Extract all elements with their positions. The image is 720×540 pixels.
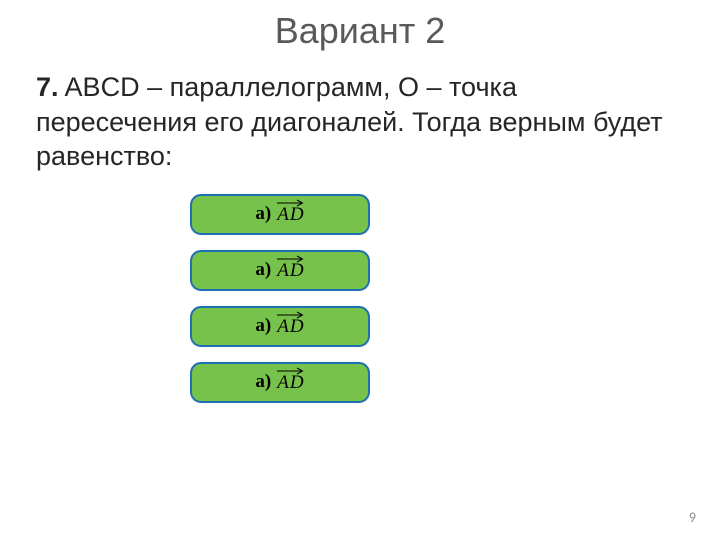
option-a-2[interactable]: а) AD bbox=[190, 250, 370, 291]
vector-ad: AD bbox=[277, 258, 304, 282]
vector-text: AD bbox=[277, 260, 304, 282]
options-list: а) AD а) AD а) bbox=[0, 194, 720, 403]
option-label: а) bbox=[255, 371, 271, 393]
vector-ad: AD bbox=[277, 314, 304, 338]
option-label: а) bbox=[255, 315, 271, 337]
vector-text: AD bbox=[277, 204, 304, 226]
option-content: а) AD bbox=[255, 314, 304, 338]
option-a-1[interactable]: а) AD bbox=[190, 194, 370, 235]
vector-arrow-icon bbox=[277, 199, 304, 207]
vector-arrow-icon bbox=[277, 367, 304, 375]
option-a-4[interactable]: а) AD bbox=[190, 362, 370, 403]
vector-text: AD bbox=[277, 372, 304, 394]
vector-arrow-icon bbox=[277, 255, 304, 263]
option-content: а) AD bbox=[255, 370, 304, 394]
question-text: 7. ABCD – параллелограмм, O – точка пере… bbox=[0, 52, 720, 174]
vector-ad: AD bbox=[277, 202, 304, 226]
question-number: 7. bbox=[36, 72, 59, 102]
option-label: а) bbox=[255, 259, 271, 281]
option-a-3[interactable]: а) AD bbox=[190, 306, 370, 347]
option-content: а) AD bbox=[255, 258, 304, 282]
question-body: ABCD – параллелограмм, O – точка пересеч… bbox=[36, 72, 663, 171]
vector-ad: AD bbox=[277, 370, 304, 394]
option-label: а) bbox=[255, 203, 271, 225]
page-title: Вариант 2 bbox=[0, 0, 720, 52]
option-content: а) AD bbox=[255, 202, 304, 226]
vector-arrow-icon bbox=[277, 311, 304, 319]
page-number: 9 bbox=[689, 509, 696, 526]
vector-text: AD bbox=[277, 316, 304, 338]
